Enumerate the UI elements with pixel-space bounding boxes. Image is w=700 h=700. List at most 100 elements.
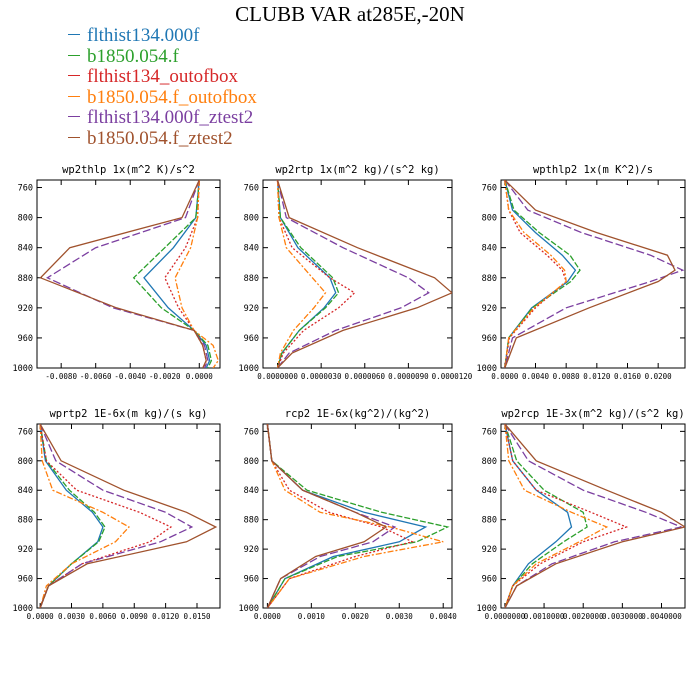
x-tick-label: 0.0010 [298,612,326,621]
y-tick-label: 840 [18,244,33,254]
x-tick-label: 0.0090 [121,612,149,621]
x-tick-label: 0.0150 [183,612,211,621]
x-tick-label: 0.0120 [583,372,611,381]
y-tick-label: 800 [482,457,497,467]
plot-frame [262,179,453,369]
y-tick-label: 920 [244,304,259,314]
chart-title: wp2rtp 1x(m^2 kg)/(s^2 kg) [275,164,439,176]
chart-title: wp2rcp 1E-3x(m^2 kg)/(s^2 kg) [501,408,684,420]
series-line [504,180,567,368]
legend: flthist134.000f b1850.054.f flthist134_o… [68,25,257,149]
legend-label: b1850.054.f_outofbox [87,86,257,108]
legend-swatch [68,34,80,36]
y-tick-label: 960 [244,575,259,585]
x-tick-label: 0.0000060 [344,372,385,381]
series-line [504,424,629,608]
plot-frame [500,423,686,609]
series-line [266,424,415,608]
y-tick-label: 1000 [239,364,259,374]
y-tick-label: 880 [244,274,259,284]
legend-label: flthist134_outofbox [87,66,238,87]
legend-swatch [68,116,80,118]
x-tick-label: 0.0120 [152,612,180,621]
series-line [266,424,428,608]
series-line [276,180,452,368]
chart-title: wprtp2 1E-6x(m kg)/(s kg) [49,408,207,420]
y-tick-label: 1000 [477,364,497,374]
y-tick-label: 840 [482,486,497,496]
x-tick-label: 0.0000 [491,372,519,381]
x-tick-label: 0.0000 [254,612,282,621]
series-line [276,180,337,368]
x-tick-label: 0.0000090 [388,372,429,381]
y-tick-label: 840 [244,244,259,254]
series-line [266,424,388,608]
series-line [174,180,220,368]
legend-item: flthist134_outofbox [68,66,257,88]
y-tick-label: 960 [482,575,497,585]
series-line [39,424,173,608]
series-line [39,424,194,608]
plot-frame [262,423,453,609]
x-tick-label: 0.0000 [186,372,214,381]
y-tick-label: 840 [18,486,33,496]
legend-item: flthist134.000f_ztest2 [68,107,257,129]
y-tick-label: 960 [244,334,259,344]
series-line [266,424,397,608]
y-tick-label: 920 [482,545,497,555]
series-line [504,180,676,368]
x-tick-label: 0.0060 [89,612,117,621]
series-line [266,424,444,608]
plot-frame [500,179,686,369]
x-tick-label: 0.0040000 [641,612,682,621]
y-tick-label: 1000 [13,364,33,374]
legend-swatch [68,54,80,56]
chart-panel: wpthlp2 1x(m K^2)/s 760 800 840 880 920 960 100… [477,164,686,381]
y-tick-label: 840 [482,244,497,254]
y-tick-label: 760 [18,427,33,437]
chart-panel: wp2rtp 1x(m^2 kg)/(s^2 kg) 760 800 840 880 92… [239,164,473,381]
series-line [276,180,430,368]
x-tick-label: 0.0000000 [485,612,526,621]
y-tick-label: 800 [18,457,33,467]
legend-swatch [68,136,80,138]
plot-frame [36,423,221,609]
y-tick-label: 880 [482,516,497,526]
y-tick-label: 960 [482,334,497,344]
y-tick-label: 840 [244,486,259,496]
y-tick-label: 920 [18,304,33,314]
y-tick-label: 920 [18,545,33,555]
y-tick-label: 1000 [13,604,33,614]
y-tick-label: 920 [482,304,497,314]
series-line [39,180,207,368]
series-line [276,180,340,368]
x-tick-label: -0.0060 [80,372,112,381]
legend-label: flthist134.000f [87,25,200,46]
y-tick-label: 760 [244,184,259,194]
legend-item: b1850.054.f [68,46,257,68]
series-line [132,180,213,368]
x-tick-label: 0.0160 [614,372,642,381]
y-tick-label: 880 [18,274,33,284]
y-tick-label: 960 [18,575,33,585]
y-tick-label: 1000 [477,604,497,614]
x-tick-label: 0.0040 [522,372,550,381]
legend-label: b1850.054.f_ztest2 [87,127,233,149]
series-line [504,424,588,608]
y-tick-label: 960 [18,334,33,344]
y-tick-label: 880 [244,516,259,526]
series-line [164,180,207,368]
x-tick-label: 0.0000 [27,612,55,621]
y-tick-label: 800 [244,214,259,224]
y-tick-label: 920 [244,545,259,555]
series-line [504,424,684,608]
y-tick-label: 760 [244,427,259,437]
x-tick-label: -0.0020 [149,372,181,381]
plot-frame [36,179,221,369]
legend-item: flthist134.000f [68,25,257,47]
chart-panel: rcp2 1E-6x(kg^2)/(kg^2) 760 800 840 880 920 96… [239,408,458,621]
x-tick-label: -0.0080 [45,372,77,381]
series-line [504,424,573,608]
legend-label: flthist134.000f_ztest2 [87,107,254,128]
